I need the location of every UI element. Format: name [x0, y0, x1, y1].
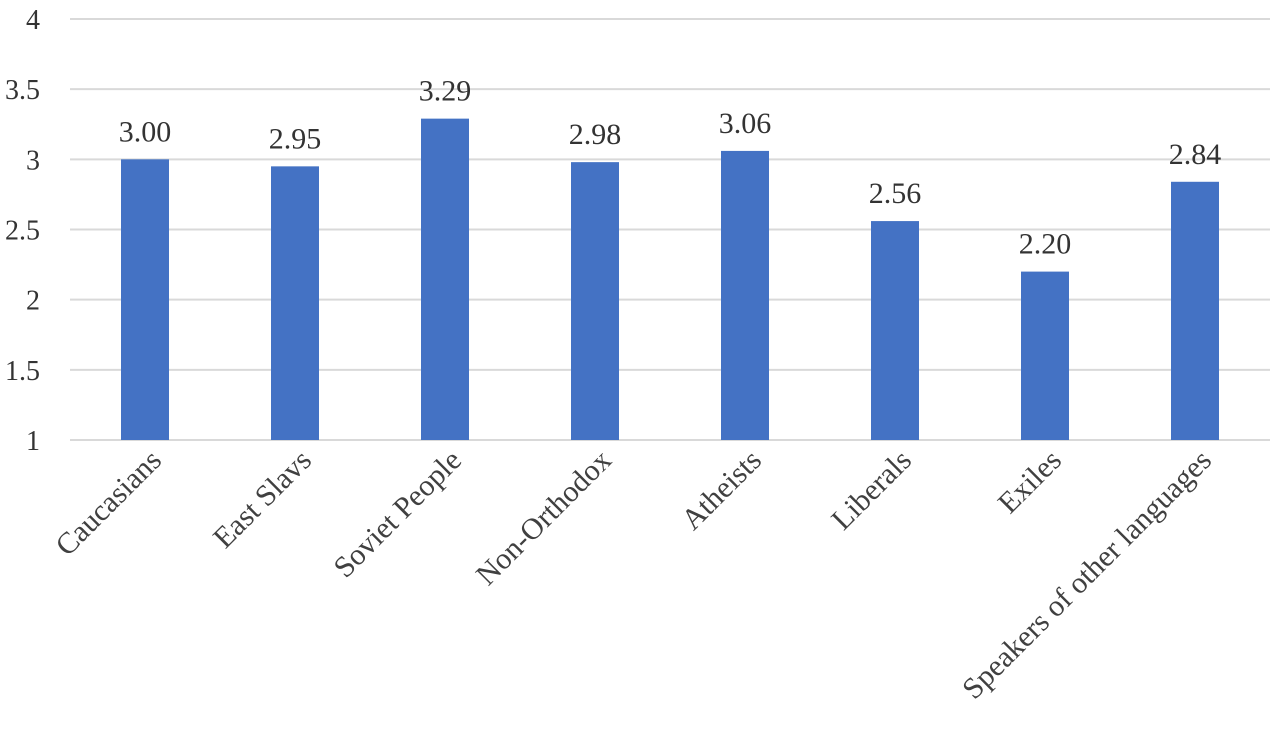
y-tick-label: 3: [26, 145, 40, 176]
bar: [871, 221, 919, 440]
data-label: 2.56: [869, 177, 922, 210]
data-label: 2.20: [1019, 228, 1072, 261]
bars: [121, 118, 1219, 441]
category-label: Exiles: [992, 444, 1068, 520]
x-axis-category-labels: Caucasians East Slavs Soviet People Non-Ort…: [49, 444, 1218, 706]
y-tick-label: 4: [26, 5, 40, 36]
bar: [721, 150, 769, 440]
data-label: 2.95: [269, 122, 322, 155]
bar: [1171, 181, 1219, 440]
y-tick-label: 2.5: [5, 216, 40, 247]
gridlines: [70, 18, 1270, 441]
bar: [121, 159, 169, 441]
y-tick-label: 3.5: [5, 75, 40, 106]
data-label: 2.98: [569, 118, 622, 151]
category-label: Caucasians: [49, 444, 168, 563]
data-label: 3.00: [119, 115, 172, 148]
category-label: Speakers of other languages: [956, 444, 1218, 706]
y-axis-tick-labels: 1 1.5 2 2.5 3 3.5 4: [5, 5, 40, 457]
y-tick-label: 2: [26, 286, 40, 317]
category-label: Atheists: [675, 444, 768, 537]
data-label: 3.29: [419, 75, 472, 108]
bar: [271, 166, 319, 440]
data-labels: 3.00 2.95 3.29 2.98 3.06 2.56 2.20 2.84: [119, 75, 1222, 261]
category-label: Soviet People: [327, 444, 468, 585]
y-tick-label: 1.5: [5, 356, 40, 387]
data-label: 2.84: [1169, 138, 1222, 171]
y-tick-label: 1: [26, 426, 40, 457]
data-label: 3.06: [719, 107, 772, 140]
bar: [421, 118, 469, 441]
category-label: Liberals: [825, 444, 918, 537]
category-label: East Slavs: [207, 444, 318, 555]
bar: [571, 162, 619, 440]
bar: [1021, 271, 1069, 440]
category-label: Non-Orthodox: [470, 444, 618, 592]
